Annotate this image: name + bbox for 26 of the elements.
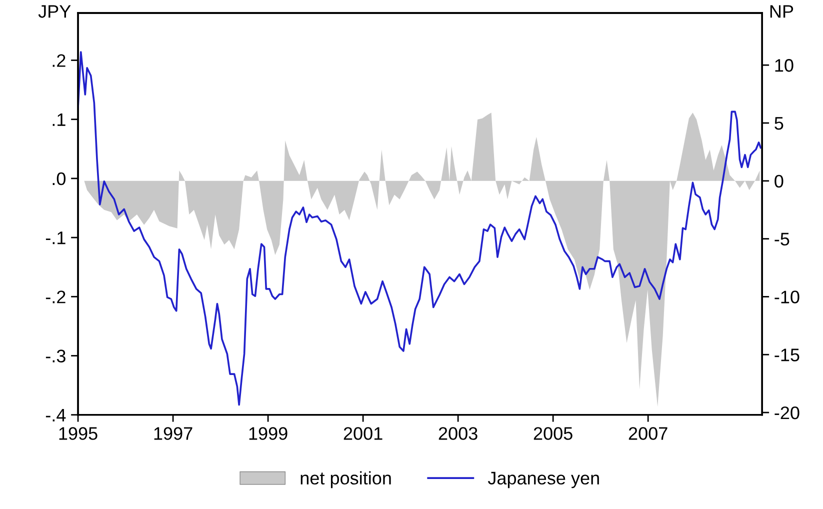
y2-tick-label: -15	[774, 348, 800, 362]
x-tick-label: 1997	[154, 427, 192, 440]
line-series	[78, 51, 762, 406]
y2-tick-label: 10	[775, 59, 794, 72]
legend-label: net position	[300, 471, 391, 488]
y-tick-label: -.3	[46, 350, 66, 362]
y2-tick-label: 0	[774, 174, 784, 188]
x-tick-label: 2005	[534, 427, 572, 440]
y2-tick-label: 5	[774, 117, 784, 130]
y-tick-label: -.1	[46, 232, 66, 244]
x-tick-label: 1995	[59, 427, 98, 440]
y-tick-label: .1	[52, 113, 66, 126]
y-tick-label: .0	[52, 172, 66, 186]
x-tick-label: 2001	[344, 427, 382, 440]
x-tick-label: 2003	[438, 427, 478, 440]
y2-tick-label: -20	[774, 406, 800, 420]
x-tick-label: 2007	[628, 427, 668, 440]
y-tick-label: -.4	[46, 408, 66, 422]
y-tick-label: .2	[52, 54, 66, 67]
legend-label: Japanese yen	[488, 472, 599, 488]
y-tick-label: -.2	[46, 290, 66, 304]
y2-tick-label: -10	[774, 290, 800, 304]
y2-axis-title: NP	[770, 5, 794, 18]
y2-tick-label: -5	[774, 232, 790, 246]
x-tick-label: 1999	[249, 427, 288, 440]
y-axis-title: JPY	[38, 5, 71, 18]
